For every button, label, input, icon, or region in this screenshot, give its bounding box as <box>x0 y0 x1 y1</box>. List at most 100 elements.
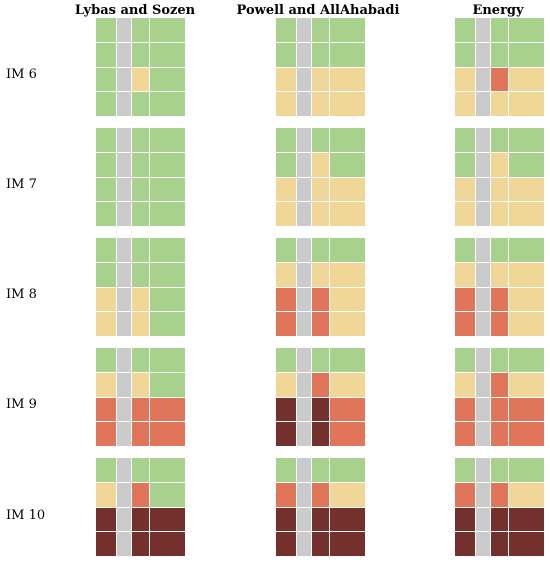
grid-cell <box>509 397 544 422</box>
column-header-2: Powell and AllAhabadi <box>236 3 400 18</box>
grid-cell <box>96 348 116 372</box>
grid-cell <box>455 507 475 532</box>
row-label-im8: IM 8 <box>6 287 37 302</box>
grid-cell <box>330 422 365 446</box>
grid-cell <box>150 458 185 482</box>
grid-divider-cell <box>117 422 131 446</box>
grid-cell <box>491 92 508 116</box>
grid-cell <box>491 202 508 226</box>
grid-cell <box>276 482 296 507</box>
grid-divider-cell <box>476 128 490 152</box>
grid-cell <box>312 422 329 446</box>
grid-cell <box>276 128 296 152</box>
grid-cell <box>132 397 149 422</box>
grid-divider-cell <box>117 202 131 226</box>
grid-cell <box>491 482 508 507</box>
grid-im10-col2 <box>276 458 365 556</box>
grid-cell <box>455 202 475 226</box>
grid-cell <box>330 372 365 397</box>
grid-cell <box>276 152 296 177</box>
grid-divider-cell <box>476 92 490 116</box>
grid-divider-cell <box>117 42 131 67</box>
grid-divider-cell <box>476 177 490 202</box>
grid-cell <box>96 202 116 226</box>
grid-cell <box>330 532 365 556</box>
row-label-im6: IM 6 <box>6 67 37 82</box>
grid-divider-cell <box>476 152 490 177</box>
grid-cell <box>150 262 185 287</box>
grid-cell <box>150 482 185 507</box>
grid-divider-cell <box>297 177 311 202</box>
grid-cell <box>312 287 329 312</box>
grid-im10-col3 <box>455 458 544 556</box>
grid-cell <box>330 42 365 67</box>
grid-cell <box>491 312 508 336</box>
grid-divider-cell <box>476 532 490 556</box>
grid-cell <box>312 348 329 372</box>
grid-divider-cell <box>476 287 490 312</box>
grid-cell <box>276 287 296 312</box>
grid-cell <box>509 422 544 446</box>
grid-cell <box>455 177 475 202</box>
grid-cell <box>276 458 296 482</box>
grid-divider-cell <box>476 202 490 226</box>
row-label-im10: IM 10 <box>6 508 46 523</box>
grid-cell <box>132 482 149 507</box>
grid-cell <box>132 287 149 312</box>
grid-cell <box>491 177 508 202</box>
grid-divider-cell <box>117 287 131 312</box>
grid-cell <box>150 507 185 532</box>
grid-cell <box>509 18 544 42</box>
grid-im6-col2 <box>276 18 365 116</box>
grid-divider-cell <box>476 312 490 336</box>
grid-cell <box>455 262 475 287</box>
grid-cell <box>312 482 329 507</box>
grid-cell <box>491 287 508 312</box>
grid-cell <box>132 507 149 532</box>
grid-im8-col3 <box>455 238 544 336</box>
grid-divider-cell <box>476 262 490 287</box>
grid-cell <box>509 458 544 482</box>
grid-cell <box>509 67 544 92</box>
grid-divider-cell <box>117 348 131 372</box>
grid-cell <box>132 18 149 42</box>
grid-cell <box>491 152 508 177</box>
grid-cell <box>491 238 508 262</box>
grid-cell <box>491 507 508 532</box>
grid-divider-cell <box>117 482 131 507</box>
column-header-1: Lybas and Sozen <box>74 3 196 18</box>
grid-cell <box>150 18 185 42</box>
grid-cell <box>132 152 149 177</box>
grid-divider-cell <box>297 458 311 482</box>
grid-im7-col2 <box>276 128 365 226</box>
grid-cell <box>330 238 365 262</box>
grid-cell <box>150 152 185 177</box>
grid-cell <box>150 128 185 152</box>
grid-cell <box>455 67 475 92</box>
grid-cell <box>312 67 329 92</box>
grid-cell <box>312 312 329 336</box>
grid-cell <box>491 67 508 92</box>
grid-cell <box>509 202 544 226</box>
grid-cell <box>96 372 116 397</box>
grid-cell <box>150 202 185 226</box>
grid-cell <box>132 177 149 202</box>
row-label-im7: IM 7 <box>6 177 37 192</box>
grid-cell <box>491 532 508 556</box>
grid-cell <box>509 507 544 532</box>
grid-cell <box>276 372 296 397</box>
grid-divider-cell <box>117 372 131 397</box>
grid-divider-cell <box>117 92 131 116</box>
grid-cell <box>132 372 149 397</box>
grid-cell <box>330 202 365 226</box>
grid-divider-cell <box>297 202 311 226</box>
grid-cell <box>455 532 475 556</box>
column-header-3: Energy <box>472 3 524 18</box>
grid-cell <box>96 532 116 556</box>
grid-divider-cell <box>117 312 131 336</box>
grid-cell <box>491 422 508 446</box>
grid-im9-col2 <box>276 348 365 446</box>
grid-cell <box>96 397 116 422</box>
grid-cell <box>455 458 475 482</box>
grid-cell <box>312 42 329 67</box>
